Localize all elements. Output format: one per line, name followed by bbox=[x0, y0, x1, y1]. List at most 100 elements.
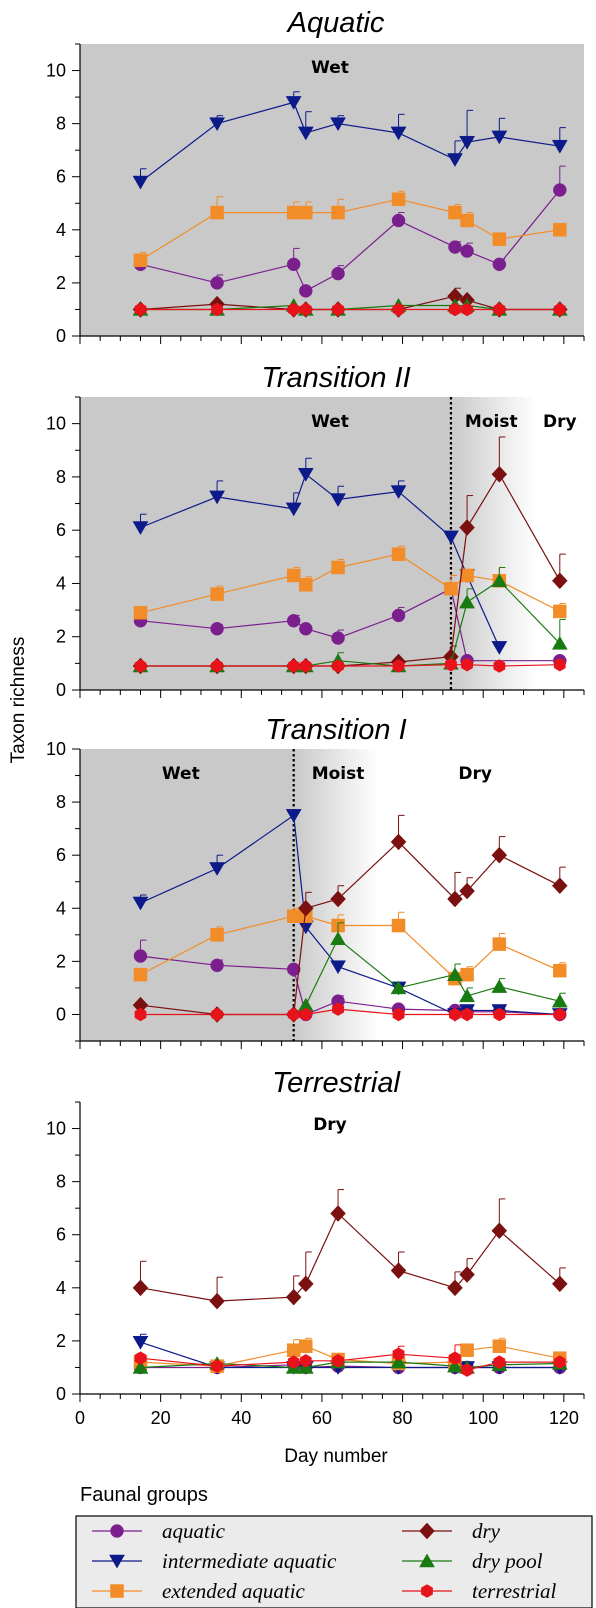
data-point-terrestrial bbox=[299, 1007, 312, 1022]
series-line bbox=[140, 553, 561, 614]
legend-item-dry: dry bbox=[402, 1519, 501, 1543]
data-point-terrestrial bbox=[332, 1354, 344, 1368]
data-point-dry bbox=[297, 899, 314, 917]
y-tick-label: 2 bbox=[56, 273, 66, 293]
data-point-terrestrial bbox=[299, 302, 312, 317]
panel-transition-ii: Transition II Wet Moist Dry 0 2 4 6 8 10 bbox=[46, 362, 585, 700]
data-point-extended-aquatic bbox=[286, 1343, 301, 1357]
data-point-extended-aquatic bbox=[331, 560, 345, 575]
data-point-intermediate-aquatic bbox=[132, 521, 149, 536]
legend-label: dry pool bbox=[472, 1549, 543, 1573]
y-tick-label: 4 bbox=[56, 898, 66, 918]
data-point-intermediate-aquatic bbox=[390, 126, 407, 141]
data-point-extended-aquatic bbox=[460, 967, 474, 982]
shaded-region bbox=[80, 44, 584, 336]
data-point-dry bbox=[285, 1288, 302, 1306]
zone-label-dry: Dry bbox=[313, 1115, 347, 1135]
data-point-intermediate-aquatic bbox=[209, 862, 226, 876]
series-line bbox=[140, 189, 561, 292]
data-point-intermediate-aquatic bbox=[209, 117, 226, 132]
series-intermediate-aquatic bbox=[132, 91, 568, 190]
series-extended-aquatic bbox=[133, 907, 567, 986]
zone-label-moist: Moist bbox=[312, 764, 365, 784]
data-point-terrestrial bbox=[461, 657, 473, 672]
data-point-dry bbox=[297, 1275, 314, 1293]
x-tick-label: 100 bbox=[468, 1408, 498, 1428]
zone-label-dry: Dry bbox=[458, 764, 492, 784]
data-point-terrestrial bbox=[445, 657, 457, 672]
y-tick-label: 6 bbox=[56, 845, 66, 865]
data-point-terrestrial bbox=[449, 1351, 461, 1365]
data-point-terrestrial bbox=[299, 659, 312, 673]
series-line bbox=[140, 198, 560, 261]
data-point-aquatic bbox=[210, 276, 224, 290]
data-point-extended-aquatic bbox=[460, 213, 474, 228]
zone-label-wet: Wet bbox=[311, 412, 349, 432]
data-point-terrestrial bbox=[134, 1351, 147, 1365]
data-point-extended-aquatic bbox=[391, 547, 406, 561]
data-point-terrestrial bbox=[211, 1007, 223, 1022]
legend-item-terrestrial: terrestrial bbox=[402, 1579, 557, 1603]
legend-label: aquatic bbox=[162, 1519, 226, 1543]
legend-item-aquatic: aquatic bbox=[92, 1519, 226, 1543]
y-tick-label: 2 bbox=[56, 627, 66, 647]
data-point-terrestrial bbox=[392, 1007, 405, 1022]
data-point-aquatic bbox=[331, 266, 345, 281]
data-point-dry bbox=[447, 1279, 463, 1297]
data-point-terrestrial bbox=[553, 1355, 566, 1369]
data-point-extended-aquatic bbox=[553, 963, 567, 978]
data-point-dry-pool bbox=[459, 988, 476, 1003]
data-point-aquatic bbox=[210, 621, 224, 636]
data-point-intermediate-aquatic bbox=[285, 809, 302, 823]
y-tick-label: 0 bbox=[56, 1384, 66, 1404]
y-tick-label: 8 bbox=[56, 1172, 66, 1192]
y-tick-label: 8 bbox=[56, 467, 66, 487]
data-point-terrestrial bbox=[553, 657, 566, 672]
data-point-dry-pool bbox=[330, 931, 346, 946]
data-point-terrestrial bbox=[134, 302, 147, 317]
x-tick-label: 60 bbox=[312, 1408, 332, 1428]
data-point-dry bbox=[551, 877, 568, 895]
data-point-dry bbox=[390, 833, 407, 851]
data-point-dry bbox=[447, 890, 463, 908]
zone-label-wet: Wet bbox=[311, 58, 349, 78]
data-point-aquatic bbox=[286, 962, 301, 977]
series-intermediate-aquatic bbox=[132, 457, 508, 655]
x-axis-label: Day number bbox=[284, 1446, 388, 1467]
data-point-terrestrial bbox=[287, 302, 300, 317]
x-tick-label: 40 bbox=[231, 1408, 251, 1428]
data-point-extended-aquatic bbox=[133, 967, 148, 982]
data-point-intermediate-aquatic bbox=[132, 896, 149, 911]
data-point-dry-pool bbox=[447, 967, 463, 981]
data-point-dry-pool bbox=[551, 993, 568, 1008]
y-tick-label: 2 bbox=[56, 951, 66, 971]
legend: Faunal groups aquatic dry intermediate aqu… bbox=[75, 1484, 593, 1608]
data-point-dry bbox=[459, 882, 475, 900]
data-point-extended-aquatic bbox=[133, 606, 148, 620]
data-point-dry bbox=[491, 846, 508, 864]
y-tick-label: 0 bbox=[56, 326, 66, 346]
data-point-terrestrial bbox=[449, 1007, 461, 1022]
series-line bbox=[140, 1341, 560, 1369]
y-tick-label: 4 bbox=[56, 220, 66, 240]
data-point-terrestrial bbox=[134, 659, 147, 673]
data-point-terrestrial bbox=[449, 302, 461, 317]
data-point-terrestrial bbox=[287, 659, 300, 673]
data-point-dry bbox=[209, 1292, 225, 1310]
data-point-extended-aquatic bbox=[210, 928, 224, 942]
data-point-terrestrial bbox=[493, 1007, 506, 1022]
y-tick-label: 10 bbox=[46, 739, 66, 759]
y-tick-label: 4 bbox=[56, 1278, 66, 1298]
data-point-dry bbox=[330, 1205, 346, 1222]
data-point-aquatic bbox=[391, 213, 406, 228]
data-point-intermediate-aquatic bbox=[551, 139, 568, 154]
data-point-extended-aquatic bbox=[210, 205, 224, 220]
y-tick-label: 10 bbox=[46, 61, 66, 81]
legend-marker bbox=[110, 1584, 124, 1598]
y-tick-label: 2 bbox=[56, 1331, 66, 1351]
series-line bbox=[140, 304, 560, 311]
data-point-extended-aquatic bbox=[492, 937, 507, 951]
data-point-extended-aquatic bbox=[444, 582, 458, 596]
